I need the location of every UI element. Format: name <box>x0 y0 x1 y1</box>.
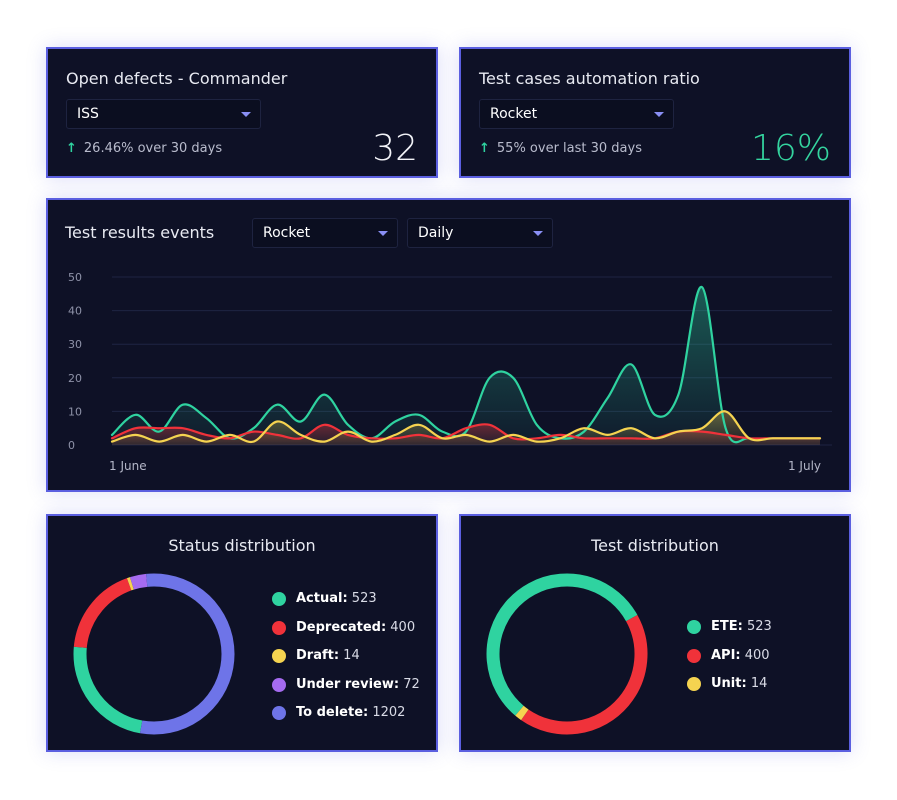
legend-dot <box>272 592 286 606</box>
chevron-down-icon <box>241 112 251 117</box>
donut-slice-ete <box>486 573 648 735</box>
donut-ring <box>73 573 235 735</box>
donut-slice-unit <box>486 573 648 735</box>
y-tick-label: 10 <box>68 405 82 418</box>
legend-value: 1202 <box>368 705 406 720</box>
test-results-title: Test results events <box>65 223 215 242</box>
donut-slice-to-delete <box>73 573 235 735</box>
legend-label: Actual: <box>296 591 348 606</box>
project-dropdown[interactable]: Rocket <box>479 99 674 129</box>
legend-value: 400 <box>740 647 770 663</box>
legend-item: Draft: 14 <box>272 647 420 676</box>
arrow-up-icon: ↑ <box>66 141 77 156</box>
automation-trend: ↑ 55% over last 30 days <box>479 141 642 156</box>
legend-value: 400 <box>386 619 416 635</box>
x-end-label: 1 July <box>788 459 821 473</box>
y-tick-label: 30 <box>68 338 82 351</box>
open-defects-card: Open defects - Commander ISS ↑ 26.46% ove… <box>46 47 438 178</box>
legend-item: ETE: 523 <box>687 618 772 647</box>
legend-label: To delete: <box>296 705 369 720</box>
legend-dot <box>272 620 286 635</box>
legend-label: Deprecated: <box>296 619 387 635</box>
legend-item: Under review: 72 <box>272 676 420 705</box>
status-legend: Actual: 523 Deprecated: 400 Draft: 14 Under… <box>272 590 420 733</box>
legend-value: 14 <box>746 676 768 691</box>
legend-item: Unit: 14 <box>687 675 772 704</box>
chevron-down-icon <box>378 231 388 236</box>
defects-trend: ↑ 26.46% over 30 days <box>66 141 222 156</box>
series-area-0 <box>112 286 820 445</box>
project-dropdown[interactable]: ISS <box>66 99 261 129</box>
period-filter-dropdown[interactable]: Daily <box>407 218 553 248</box>
automation-trend-text: 55% over last 30 days <box>496 141 642 156</box>
defects-trend-text: 26.46% over 30 days <box>83 141 223 156</box>
series-line-1 <box>110 423 822 441</box>
legend-label: API: <box>711 647 741 663</box>
legend-label: Unit: <box>711 676 747 691</box>
test-results-chart: 50 40 30 20 10 0 1 June 1 July <box>68 271 832 473</box>
test-legend: ETE: 523 API: 400 Unit: 14 <box>687 618 772 704</box>
legend-value: 523 <box>347 591 377 606</box>
donut-slice-under-review <box>73 573 235 735</box>
status-distribution-card: Status distribution Actual: 523 Deprecate… <box>46 514 438 752</box>
donut-slice-api <box>486 573 648 735</box>
legend-item: To delete: 1202 <box>272 704 420 733</box>
y-tick-label: 50 <box>68 271 82 284</box>
donut-slice-deprecated <box>73 573 235 735</box>
status-donut-chart <box>73 573 235 735</box>
legend-item: Deprecated: 400 <box>272 619 420 648</box>
legend-dot <box>687 620 701 634</box>
arrow-up-icon: ↑ <box>479 141 490 156</box>
legend-value: 523 <box>742 619 772 634</box>
legend-item: Actual: 523 <box>272 590 420 619</box>
donut-slice-draft <box>73 573 235 735</box>
legend-value: 72 <box>399 676 420 692</box>
chevron-down-icon <box>533 231 543 236</box>
open-defects-count: 32 <box>372 128 418 169</box>
test-results-card: Test results events Rocket Daily 50 40 30 2… <box>46 198 851 492</box>
series-line-2 <box>110 410 822 444</box>
test-distribution-card: Test distribution ETE: 523 API: 400 Unit: … <box>459 514 851 752</box>
legend-dot <box>687 677 701 691</box>
test-distribution-title: Test distribution <box>591 536 719 555</box>
period-filter-value: Daily <box>418 225 454 241</box>
legend-dot <box>272 677 286 692</box>
test-donut-chart <box>486 573 648 735</box>
legend-value: 14 <box>339 648 360 663</box>
automation-ratio-card: Test cases automation ratio Rocket ↑ 55% … <box>459 47 851 178</box>
project-filter-value: Rocket <box>263 225 311 241</box>
legend-dot <box>272 706 286 720</box>
legend-label: Under review: <box>296 676 400 692</box>
project-filter-dropdown[interactable]: Rocket <box>252 218 398 248</box>
legend-dot <box>272 649 286 663</box>
legend-label: Draft: <box>296 648 340 663</box>
automation-ratio-value: 16% <box>750 128 831 169</box>
automation-ratio-title: Test cases automation ratio <box>479 69 700 88</box>
legend-item: API: 400 <box>687 647 772 676</box>
open-defects-title: Open defects - Commander <box>66 69 288 88</box>
y-tick-label: 40 <box>68 305 82 318</box>
donut-ring <box>486 573 648 735</box>
y-tick-label: 0 <box>68 439 75 452</box>
chevron-down-icon <box>654 112 664 117</box>
y-tick-label: 20 <box>68 372 82 385</box>
project-dropdown-value: Rocket <box>490 106 538 122</box>
legend-dot <box>687 648 701 663</box>
status-distribution-title: Status distribution <box>168 536 316 555</box>
legend-label: ETE: <box>711 619 743 634</box>
x-start-label: 1 June <box>109 459 147 473</box>
project-dropdown-value: ISS <box>77 106 99 122</box>
donut-slice-actual <box>73 573 235 735</box>
